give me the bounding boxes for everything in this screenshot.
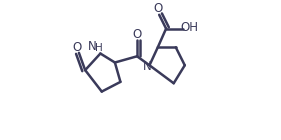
Text: H: H [95, 43, 103, 53]
Text: N: N [88, 40, 97, 53]
Text: OH: OH [180, 21, 198, 34]
Text: N: N [143, 60, 151, 73]
Text: O: O [132, 28, 142, 41]
Text: O: O [73, 41, 82, 54]
Text: O: O [154, 3, 163, 15]
